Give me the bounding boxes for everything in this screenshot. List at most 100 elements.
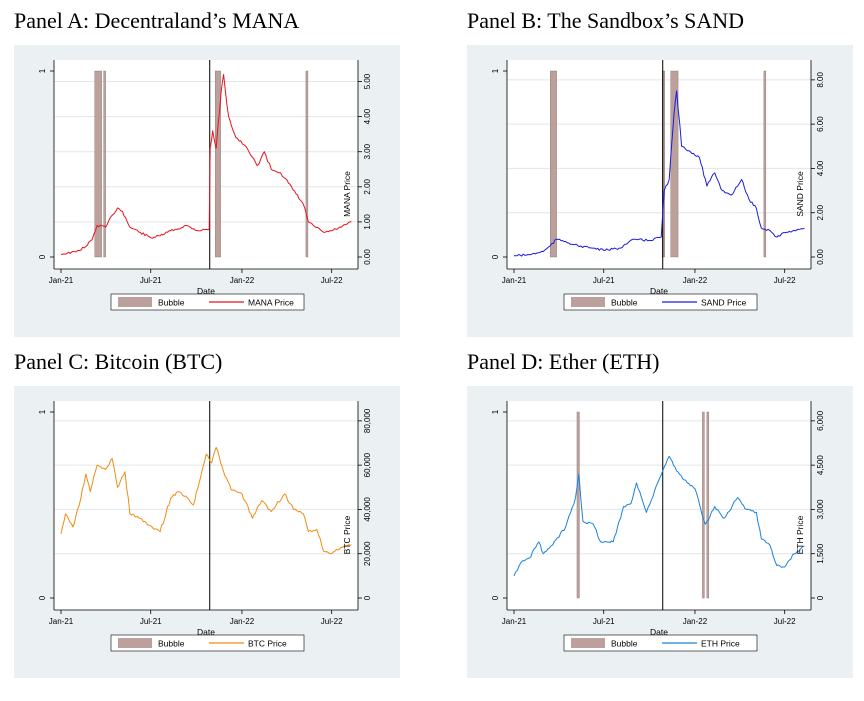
legend-box [563, 293, 758, 311]
x-axis-title: Date [197, 286, 215, 296]
panel-a: Panel A: Decentraland’s MANA 0 1 0.00 1.00 2… [14, 8, 404, 338]
chart-mana: 0 1 0.00 1.00 2.00 3.00 4.00 5.00 MANA Price Jan-… [14, 45, 400, 342]
x-tick-label: Jan-21 [502, 617, 527, 626]
x-tick-label: Jan-21 [502, 276, 527, 285]
left-tick-label: 1 [491, 409, 500, 414]
bubble-bar [103, 70, 106, 258]
price-series-line [513, 455, 805, 577]
left-tick-label: 1 [38, 409, 47, 414]
chart-svg: 0 1 0.00 2.00 4.00 6.00 8.00 SAND Price Jan-21 Ju… [467, 45, 853, 337]
bubble-bar [702, 411, 705, 599]
right-tick-label: 0.00 [363, 249, 372, 265]
legend-bubble-swatch [118, 638, 152, 648]
plot-area [507, 60, 811, 269]
chart-eth: 0 1 0 1,500 3,000 4,500 6,000 ETH Price Jan-21 Ju… [467, 386, 853, 683]
x-tick-label: Jan-22 [230, 276, 255, 285]
right-tick-label: 4.00 [816, 160, 825, 176]
legend-label-series: MANA Price [248, 298, 294, 308]
right-tick-label: 6,000 [816, 410, 825, 431]
x-axis-title: Date [650, 627, 668, 637]
x-tick-label: Jan-21 [49, 617, 74, 626]
right-tick-label: 8.00 [816, 72, 825, 88]
right-axis-title: MANA Price [342, 171, 352, 217]
plot-area [54, 401, 358, 610]
panel-d: Panel D: Ether (ETH) 0 1 0 1,500 3,000 4,500 6… [467, 349, 857, 679]
right-tick-label: 40,000 [363, 497, 372, 522]
left-tick-label: 0 [491, 254, 500, 259]
bubble-bar [576, 411, 580, 599]
bubble-bar [214, 70, 221, 258]
panel-b: Panel B: The Sandbox’s SAND 0 1 0.00 2.00 4.… [467, 8, 857, 338]
legend-box [110, 293, 305, 311]
legend-label-bubble: Bubble [158, 639, 185, 649]
x-axis-title: Date [197, 627, 215, 637]
left-tick-label: 1 [38, 68, 47, 73]
x-axis-title: Date [650, 286, 668, 296]
right-tick-label: 1,500 [816, 543, 825, 564]
x-tick-label: Jul-21 [593, 617, 615, 626]
right-tick-label: 0 [363, 595, 372, 600]
price-series-line [60, 74, 352, 255]
legend-label-bubble: Bubble [611, 298, 638, 308]
legend-label-bubble: Bubble [611, 639, 638, 649]
x-tick-label: Jul-22 [774, 617, 796, 626]
chart-sand: 0 1 0.00 2.00 4.00 6.00 8.00 SAND Price Jan-21 Ju… [467, 45, 853, 342]
x-tick-label: Jan-22 [230, 617, 255, 626]
legend-label-bubble: Bubble [158, 298, 185, 308]
legend-box [563, 634, 758, 652]
x-tick-label: Jul-22 [321, 617, 343, 626]
x-tick-label: Jul-21 [140, 617, 162, 626]
bubble-bar [94, 70, 102, 258]
bubble-bar [706, 411, 710, 599]
legend-bubble-swatch [571, 638, 605, 648]
right-tick-label: 80,000 [363, 408, 372, 433]
left-tick-label: 0 [38, 595, 47, 600]
price-series-line [513, 90, 805, 257]
right-axis-title: SAND Price [795, 171, 805, 217]
left-tick-label: 0 [491, 595, 500, 600]
right-axis-title: BTC Price [342, 515, 352, 554]
x-tick-label: Jan-22 [683, 617, 708, 626]
panel-title: Panel A: Decentraland’s MANA [14, 8, 300, 33]
right-tick-label: 3,000 [816, 499, 825, 520]
panel-title: Panel B: The Sandbox’s SAND [467, 8, 745, 33]
x-tick-label: Jul-21 [593, 276, 615, 285]
legend-label-series: BTC Price [248, 639, 287, 649]
panel-c: Panel C: Bitcoin (BTC) 0 1 0 20,000 40,000 60… [14, 349, 404, 679]
right-axis-title: ETH Price [795, 515, 805, 554]
right-tick-label: 0 [816, 595, 825, 600]
chart-svg: 0 1 0 1,500 3,000 4,500 6,000 ETH Price Jan-21 Ju… [467, 386, 853, 678]
legend-label-series: SAND Price [701, 298, 747, 308]
plot-area [507, 401, 811, 610]
x-tick-label: Jan-22 [683, 276, 708, 285]
price-series-line [60, 446, 352, 555]
left-tick-label: 1 [491, 68, 500, 73]
right-tick-label: 3.00 [363, 143, 372, 159]
right-tick-label: 2.00 [816, 204, 825, 220]
x-tick-label: Jul-22 [774, 276, 796, 285]
chart-btc: 0 1 0 20,000 40,000 60,000 80,000 BTC Price Jan-… [14, 386, 400, 683]
right-tick-label: 0.00 [816, 249, 825, 265]
right-tick-label: 20,000 [363, 541, 372, 566]
panel-title: Panel C: Bitcoin (BTC) [14, 349, 223, 374]
right-tick-label: 4,500 [816, 455, 825, 476]
right-tick-label: 5.00 [363, 73, 372, 89]
right-tick-label: 1.00 [363, 214, 372, 230]
x-tick-label: Jul-22 [321, 276, 343, 285]
x-tick-label: Jul-21 [140, 276, 162, 285]
chart-svg: 0 1 0 20,000 40,000 60,000 80,000 BTC Price Jan-… [14, 386, 400, 678]
panel-title: Panel D: Ether (ETH) [467, 349, 660, 374]
bubble-bar [763, 70, 767, 258]
legend-box [110, 634, 305, 652]
legend-label-series: ETH Price [701, 639, 740, 649]
bubble-bar [305, 70, 309, 258]
bubble-bar [549, 70, 557, 258]
right-tick-label: 2.00 [363, 178, 372, 194]
left-tick-label: 0 [38, 254, 47, 259]
chart-svg: 0 1 0.00 1.00 2.00 3.00 4.00 5.00 MANA Price Jan-… [14, 45, 400, 337]
right-tick-label: 60,000 [363, 452, 372, 477]
legend-bubble-swatch [571, 297, 605, 307]
right-tick-label: 6.00 [816, 116, 825, 132]
x-tick-label: Jan-21 [49, 276, 74, 285]
right-tick-label: 4.00 [363, 108, 372, 124]
